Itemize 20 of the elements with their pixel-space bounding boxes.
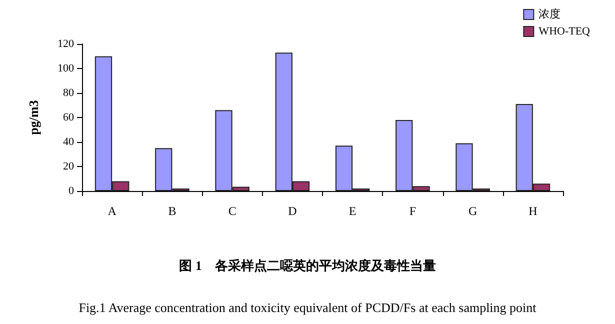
y-tick-label: 120 xyxy=(58,38,74,50)
y-tick-label: 100 xyxy=(58,62,74,74)
y-tick-label: 60 xyxy=(63,112,74,124)
x-tick-label: G xyxy=(468,204,478,218)
text: Fig.1 Average concentration and toxicity equivalent of PCDD/Fs at each sampling point xyxy=(78,300,537,315)
text: 图 1 各采样点二噁英的平均浓度及毒性当量 xyxy=(179,258,436,273)
y-axis-title: pg/m3 xyxy=(26,100,41,135)
x-tick-label: D xyxy=(288,204,298,218)
x-tick-label: F xyxy=(409,204,416,218)
y-tick-label: 40 xyxy=(63,136,74,148)
x-tick-label: H xyxy=(528,204,538,218)
y-tick-label: 0 xyxy=(68,185,74,197)
y-tick-label: 20 xyxy=(63,160,74,172)
legend-label: 浓度 xyxy=(538,8,561,20)
legend-label: WHO-TEQ xyxy=(538,26,590,38)
x-tick-label: A xyxy=(108,204,117,218)
x-tick-label: C xyxy=(228,204,236,218)
x-tick-label: B xyxy=(168,204,176,218)
x-tick-label: E xyxy=(348,204,356,218)
y-tick-label: 80 xyxy=(63,87,74,99)
